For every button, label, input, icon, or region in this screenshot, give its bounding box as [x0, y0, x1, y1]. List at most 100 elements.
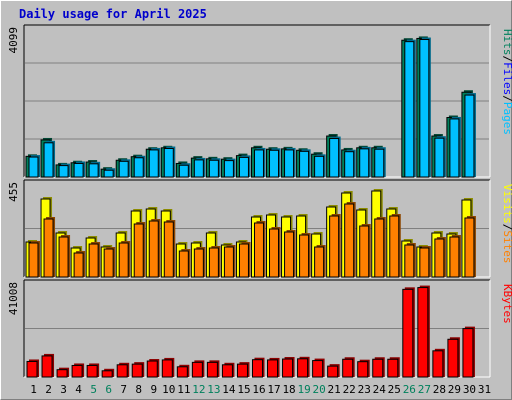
bar-kbytes-day-21 [327, 365, 339, 378]
bar-kbytes-day-18 [282, 358, 294, 378]
bar-sites-day-20 [314, 246, 325, 278]
bar-kbytes-day-26 [402, 288, 414, 378]
bar-pages-day-27 [419, 39, 430, 178]
legend-item-pages: Pages [501, 102, 512, 135]
legend-item-kbytes: KBytes [501, 284, 512, 324]
bar-sites-day-10 [163, 221, 174, 278]
bar-kbytes-day-7 [116, 364, 128, 378]
legend-kbytes: KBytes [501, 284, 512, 324]
ymax-label: 41008 [7, 282, 20, 315]
bar-pages-day-4 [73, 162, 84, 178]
bar-sites-day-15 [238, 243, 249, 278]
day-label-11: 11 [177, 383, 190, 396]
bar-sites-day-2 [43, 218, 54, 278]
bar-sites-day-22 [344, 203, 355, 278]
bar-pages-day-2 [43, 142, 54, 178]
bar-sites-day-21 [329, 215, 340, 278]
bar-sites-day-13 [208, 247, 219, 278]
bar-sites-day-1 [28, 242, 39, 278]
bar-sites-day-25 [389, 215, 400, 278]
bar-pages-day-13 [208, 159, 219, 178]
day-label-26: 26 [403, 383, 416, 396]
bar-sites-day-9 [148, 220, 159, 278]
bar-kbytes-day-19 [297, 358, 309, 378]
day-label-22: 22 [343, 383, 356, 396]
day-label-31: 31 [478, 383, 491, 396]
day-label-15: 15 [237, 383, 250, 396]
bar-kbytes-day-12 [191, 361, 203, 378]
bar-sites-day-27 [419, 247, 430, 278]
day-label-29: 29 [448, 383, 461, 396]
bar-kbytes-day-9 [146, 360, 158, 378]
bar-kbytes-day-15 [236, 363, 248, 378]
legend-item-visits: Visits [501, 184, 512, 224]
bar-kbytes-day-1 [26, 360, 38, 378]
bar-sites-day-23 [359, 225, 370, 278]
day-label-5: 5 [90, 383, 97, 396]
day-label-20: 20 [313, 383, 326, 396]
day-label-9: 9 [150, 383, 157, 396]
bar-kbytes-day-17 [267, 359, 279, 378]
bar-sites-day-4 [73, 252, 84, 278]
day-label-3: 3 [60, 383, 67, 396]
bar-pages-day-20 [314, 155, 325, 178]
bar-pages-day-6 [103, 169, 114, 178]
day-label-30: 30 [463, 383, 476, 396]
bar-sites-day-19 [299, 234, 310, 278]
bar-kbytes-day-8 [131, 363, 143, 378]
bar-pages-day-7 [118, 160, 129, 178]
bar-pages-day-5 [88, 163, 99, 178]
bar-kbytes-day-20 [312, 360, 324, 378]
day-label-10: 10 [162, 383, 175, 396]
bar-kbytes-day-2 [41, 355, 53, 378]
bar-pages-day-30 [464, 94, 475, 178]
bar-pages-day-9 [148, 149, 159, 178]
bar-kbytes-day-27 [417, 287, 429, 378]
bar-sites-day-29 [449, 236, 460, 278]
day-label-8: 8 [135, 383, 142, 396]
bar-pages-day-15 [238, 156, 249, 178]
bar-sites-day-12 [193, 248, 204, 278]
day-label-28: 28 [433, 383, 446, 396]
day-label-7: 7 [120, 383, 127, 396]
legend-pages-files-hits: Hits/Files/Pages [501, 29, 512, 135]
bar-pages-day-12 [193, 159, 204, 178]
bar-pages-day-22 [344, 151, 355, 178]
bar-pages-day-23 [359, 148, 370, 178]
bar-sites-day-17 [269, 228, 280, 278]
bar-kbytes-day-16 [251, 359, 263, 378]
bar-kbytes-day-10 [161, 359, 173, 378]
bar-sites-day-8 [133, 223, 144, 278]
day-label-25: 25 [388, 383, 401, 396]
day-label-18: 18 [282, 383, 295, 396]
bar-sites-day-11 [178, 250, 189, 278]
bar-sites-day-5 [88, 243, 99, 278]
bar-sites-day-6 [103, 248, 114, 278]
bar-kbytes-day-6 [101, 370, 113, 378]
day-label-19: 19 [297, 383, 310, 396]
bar-pages-day-10 [163, 148, 174, 178]
bar-pages-day-11 [178, 164, 189, 178]
bar-sites-day-18 [284, 231, 295, 278]
bar-kbytes-day-14 [221, 364, 233, 378]
bar-kbytes-day-13 [206, 361, 218, 378]
day-label-16: 16 [252, 383, 265, 396]
bar-sites-day-24 [374, 218, 385, 278]
legend-item-sites: Sites [501, 230, 512, 263]
day-label-23: 23 [358, 383, 371, 396]
day-label-14: 14 [222, 383, 236, 396]
day-label-27: 27 [418, 383, 431, 396]
day-label-13: 13 [207, 383, 220, 396]
ymax-label: 4099 [7, 27, 20, 54]
bar-pages-day-8 [133, 157, 144, 178]
legend-visits-sites: Visits/Sites [501, 184, 512, 264]
bar-kbytes-day-28 [432, 350, 444, 378]
bar-sites-day-30 [464, 217, 475, 278]
bar-kbytes-day-5 [86, 364, 98, 378]
bar-sites-day-28 [434, 238, 445, 278]
bar-sites-day-26 [404, 244, 415, 278]
legend-item-hits: Hits [501, 29, 512, 56]
ymax-label: 455 [7, 182, 20, 202]
bar-kbytes-day-24 [372, 358, 384, 378]
